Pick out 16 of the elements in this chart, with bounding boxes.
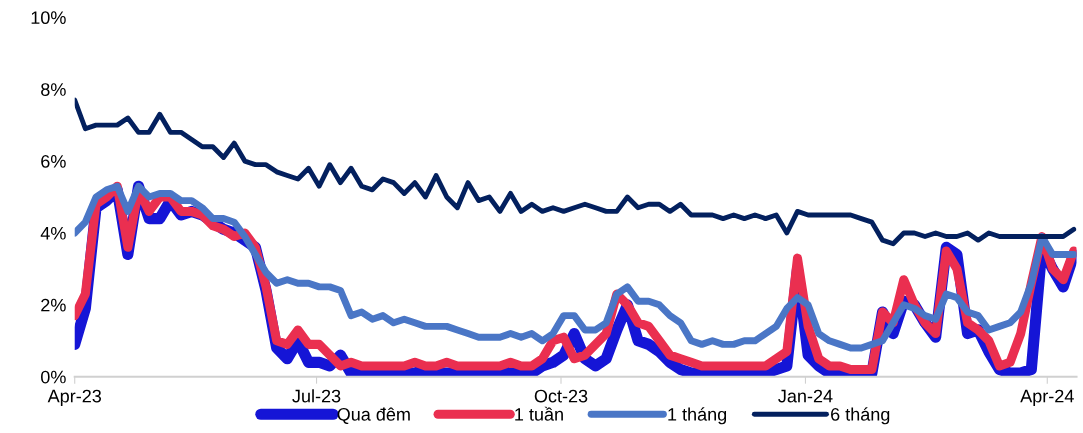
x-tick-label: Oct-23 <box>534 389 588 403</box>
line-series <box>74 97 1077 247</box>
y-tick-label: 4% <box>40 226 66 240</box>
legend-label: 1 tuần <box>515 406 563 421</box>
y-tick-label: 10% <box>31 11 66 25</box>
legend-label: 6 tháng <box>831 407 890 425</box>
y-tick-label: 6% <box>41 155 66 168</box>
x-tick-label: Apr-24 <box>1020 389 1074 407</box>
legend-label: 1 tháng <box>668 407 727 425</box>
x-tick-label: Apr-23 <box>47 389 102 407</box>
y-tick-label: 0% <box>41 370 66 384</box>
legend-label: Qua đêm <box>337 407 410 424</box>
y-tick-label: 2% <box>41 298 66 312</box>
x-tick-label: Jan-24 <box>778 389 833 403</box>
y-tick-label: 8% <box>41 83 66 96</box>
x-tick-label: Jul-23 <box>292 389 341 403</box>
